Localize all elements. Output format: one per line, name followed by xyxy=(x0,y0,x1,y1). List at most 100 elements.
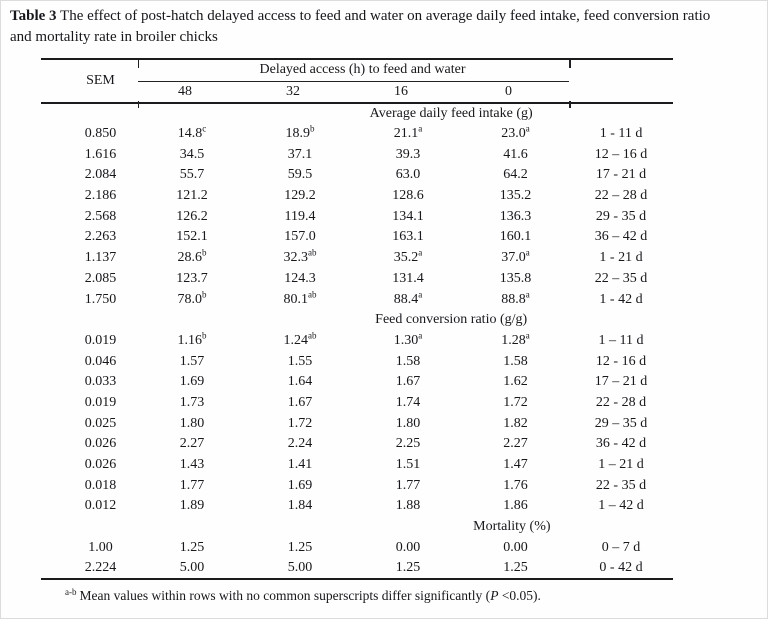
section-title: Average daily feed intake (g) xyxy=(369,105,533,121)
value-cell: 123.7 xyxy=(176,270,208,286)
value-cell: 163.1 xyxy=(392,229,424,245)
value-cell: 121.2 xyxy=(176,188,208,204)
value-cell: 134.1 xyxy=(392,208,424,224)
period-cell: 17 - 21 d xyxy=(595,167,647,183)
value-cell: 1.69 xyxy=(179,374,205,390)
sem-cell: 2.263 xyxy=(84,229,117,245)
table-row: 0.026 2.27 2.24 2.25 2.27 36 - 42 d xyxy=(41,434,673,455)
value-cell: 135.8 xyxy=(499,270,532,286)
significance-superscript: a xyxy=(525,330,530,341)
footnote-text: Mean values within rows with no common s… xyxy=(79,588,491,603)
period-cell: 22 - 35 d xyxy=(595,477,647,493)
value-cell: 1.64 xyxy=(287,374,313,390)
value-cell: 136.3 xyxy=(499,208,532,224)
significance-superscript: b xyxy=(202,330,207,341)
sem-cell: 0.012 xyxy=(84,498,117,514)
period-cell: 12 – 16 d xyxy=(594,146,648,162)
table-caption: Table 3 The effect of post-hatch delayed… xyxy=(10,6,766,47)
period-cell: 29 - 35 d xyxy=(595,208,647,224)
sem-cell: 0.046 xyxy=(84,353,117,369)
value-cell: 1.25 xyxy=(395,559,421,575)
value-cell: 1.80 xyxy=(395,415,421,431)
table-row: 0.019 1.73 1.67 1.74 1.72 22 - 28 d xyxy=(41,393,673,414)
period-cell: 17 – 21 d xyxy=(594,374,648,390)
value-cell: 1.58 xyxy=(395,353,421,369)
table-row: 1.137 28.6b 32.3ab 35.2a 37.0a 1 - 21 d xyxy=(41,248,673,269)
section-title-cell: Feed conversion ratio (g/g) xyxy=(41,310,673,331)
table-row: 0.012 1.89 1.84 1.88 1.86 1 – 42 d xyxy=(41,496,673,517)
delay-column-header-16: 16 xyxy=(394,83,408,99)
value-cell: 2.24 xyxy=(287,436,313,452)
results-table-container: SEM Delayed access (h) to feed and water… xyxy=(41,58,674,580)
table-row: 0.026 1.43 1.41 1.51 1.47 1 – 21 d xyxy=(41,455,673,476)
caption-label: Table 3 xyxy=(10,8,57,24)
significance-superscript: a xyxy=(525,123,530,134)
period-cell: 36 - 42 d xyxy=(595,436,647,452)
value-cell: 0.00 xyxy=(503,539,528,555)
delay-column-header-32: 32 xyxy=(286,83,300,99)
section-title-cell: Mortality (%) xyxy=(41,517,673,538)
sem-cell: 1.137 xyxy=(84,250,117,266)
value-cell: 5.00 xyxy=(287,559,313,575)
value-cell: 119.4 xyxy=(284,208,316,224)
sem-cell: 2.085 xyxy=(84,270,117,286)
table-row: 1.00 1.25 1.25 0.00 0.00 0 – 7 d xyxy=(41,537,673,558)
table-row: 0.019 1.16b 1.24ab 1.30a 1.28a 1 – 11 d xyxy=(41,331,673,352)
sem-cell: 1.750 xyxy=(84,291,117,307)
value-cell: 63.0 xyxy=(395,167,421,183)
header-column-divider-tick xyxy=(137,101,139,108)
table-row: 2.263 152.1 157.0 163.1 160.1 36 – 42 d xyxy=(41,227,673,248)
sem-cell: 0.033 xyxy=(84,374,117,390)
sem-cell: 2.084 xyxy=(84,167,117,183)
sem-cell: 0.026 xyxy=(84,436,117,452)
table-row: 0.033 1.69 1.64 1.67 1.62 17 – 21 d xyxy=(41,372,673,393)
value-cell: 135.2 xyxy=(499,188,532,204)
footnote-tail: <0.05). xyxy=(498,588,541,603)
value-cell: 1.28a xyxy=(501,330,530,348)
value-cell: 1.76 xyxy=(503,477,528,493)
header-column-divider-tick xyxy=(137,60,139,68)
period-cell: 0 - 42 d xyxy=(599,559,643,575)
value-cell: 129.2 xyxy=(284,188,316,204)
sem-cell: 2.186 xyxy=(84,188,117,204)
table-row: 2.224 5.00 5.00 1.25 1.25 0 - 42 d xyxy=(41,558,673,579)
value-cell: 41.6 xyxy=(503,146,528,162)
value-cell: 1.89 xyxy=(179,498,205,514)
significance-superscript: b xyxy=(202,247,207,258)
delay-column-header-48: 48 xyxy=(178,83,192,99)
value-cell: 21.1a xyxy=(393,123,423,142)
significance-superscript: a xyxy=(525,247,530,258)
value-cell: 2.27 xyxy=(179,436,205,452)
value-cell: 1.16b xyxy=(177,330,207,348)
value-cell: 1.62 xyxy=(503,374,528,390)
value-cell: 1.80 xyxy=(179,415,205,431)
value-cell: 1.88 xyxy=(395,498,421,514)
value-cell: 59.5 xyxy=(287,167,313,183)
caption-text-line1: The effect of post-hatch delayed access … xyxy=(60,8,711,24)
sem-cell: 2.568 xyxy=(84,208,117,224)
value-cell: 2.27 xyxy=(503,436,528,452)
period-cell: 1 – 11 d xyxy=(598,332,644,348)
value-cell: 1.30a xyxy=(393,330,423,348)
significance-superscript: a xyxy=(418,247,423,258)
sem-cell: 0.026 xyxy=(84,457,117,473)
sem-cell: 1.616 xyxy=(84,146,117,162)
caption-text-line2: and mortality rate in broiler chicks xyxy=(10,28,218,45)
value-cell: 1.58 xyxy=(503,353,528,369)
value-cell: 1.86 xyxy=(503,498,528,514)
value-cell: 80.1ab xyxy=(283,288,317,307)
period-cell: 1 - 11 d xyxy=(599,126,643,142)
value-cell: 1.67 xyxy=(395,374,421,390)
value-cell: 55.7 xyxy=(179,167,205,183)
table-row: 1.616 34.5 37.1 39.3 41.6 12 – 16 d xyxy=(41,144,673,165)
value-cell: 37.0a xyxy=(501,247,530,266)
value-cell: 1.72 xyxy=(503,394,528,410)
period-cell: 1 - 42 d xyxy=(599,291,643,307)
header-column-divider-tick xyxy=(569,101,571,108)
value-cell: 1.47 xyxy=(503,457,528,473)
significance-superscript: ab xyxy=(308,288,317,299)
value-cell: 78.0b xyxy=(177,288,207,307)
table-row: 0.025 1.80 1.72 1.80 1.82 29 – 35 d xyxy=(41,413,673,434)
sem-cell: 0.019 xyxy=(84,394,117,410)
significance-superscript: b xyxy=(310,123,315,134)
